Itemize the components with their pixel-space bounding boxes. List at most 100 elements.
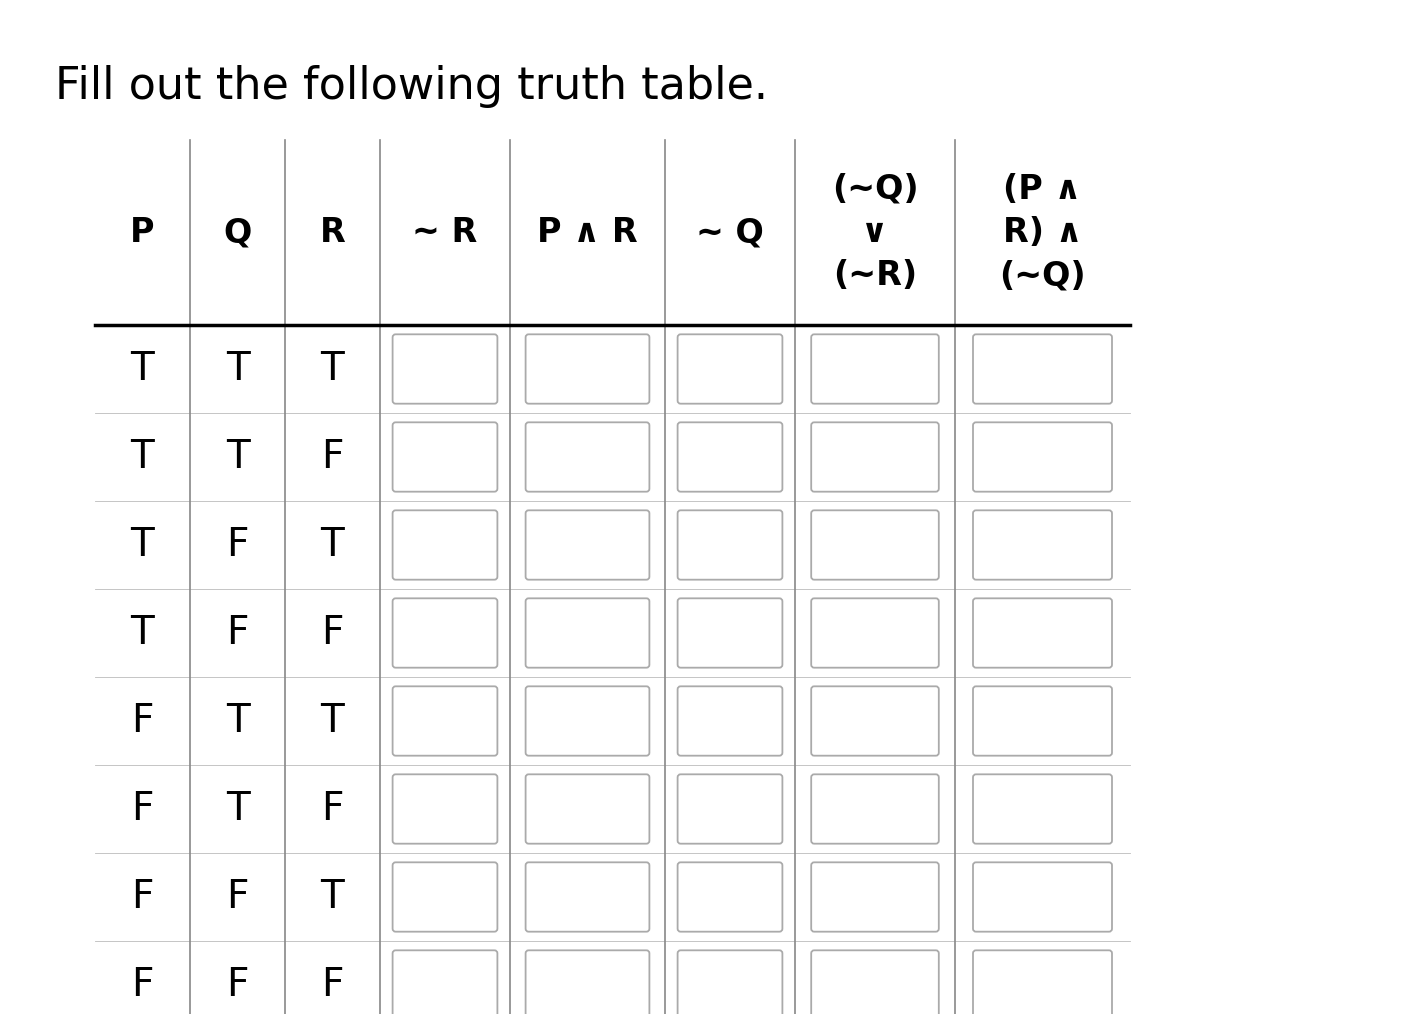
Text: ∨: ∨ [456,449,473,469]
Text: ∨: ∨ [456,361,473,381]
FancyBboxPatch shape [393,510,497,580]
Text: ∨: ∨ [603,625,620,645]
Text: ∨: ∨ [1060,449,1077,469]
Text: T: T [131,350,154,388]
Text: ?: ? [1012,440,1032,474]
FancyBboxPatch shape [973,775,1113,844]
Text: T: T [321,526,345,564]
Text: ?: ? [706,705,724,737]
Text: P: P [130,216,155,249]
FancyBboxPatch shape [678,598,782,667]
Text: ?: ? [706,528,724,562]
FancyBboxPatch shape [973,335,1113,404]
Text: ?: ? [847,793,867,825]
Text: ∨: ∨ [891,801,908,821]
Text: ∨: ∨ [891,361,908,381]
Text: F: F [322,614,343,652]
Text: ?: ? [706,617,724,650]
Text: ?: ? [561,617,579,650]
Text: ?: ? [706,968,724,1002]
Text: ∨: ∨ [741,801,758,821]
Text: ?: ? [706,793,724,825]
Text: F: F [226,614,249,652]
FancyBboxPatch shape [525,862,650,932]
Text: ∨: ∨ [456,889,473,909]
Text: ∨: ∨ [891,713,908,733]
Text: F: F [226,526,249,564]
Text: ~ Q: ~ Q [696,216,764,249]
Text: T: T [226,350,250,388]
Text: T: T [321,702,345,740]
Text: F: F [322,790,343,828]
Text: T: T [226,702,250,740]
Text: F: F [226,966,249,1004]
Text: F: F [322,438,343,476]
FancyBboxPatch shape [678,862,782,932]
FancyBboxPatch shape [678,335,782,404]
Text: ∨: ∨ [456,713,473,733]
FancyBboxPatch shape [393,422,497,492]
FancyBboxPatch shape [678,422,782,492]
FancyBboxPatch shape [525,598,650,667]
Text: ∨: ∨ [1060,977,1077,997]
Text: ?: ? [561,705,579,737]
Text: ?: ? [421,705,439,737]
Text: ∨: ∨ [891,537,908,557]
Text: ∨: ∨ [456,537,473,557]
Text: ∨: ∨ [456,625,473,645]
Text: T: T [321,350,345,388]
Text: ∨: ∨ [741,713,758,733]
Text: F: F [131,790,154,828]
Text: F: F [226,878,249,916]
Text: ∨: ∨ [603,801,620,821]
Text: T: T [131,614,154,652]
FancyBboxPatch shape [973,686,1113,755]
Text: ?: ? [421,440,439,474]
FancyBboxPatch shape [393,950,497,1014]
Text: ∨: ∨ [456,801,473,821]
Text: ∨: ∨ [741,889,758,909]
Text: ∨: ∨ [891,977,908,997]
Text: ∨: ∨ [1060,889,1077,909]
Text: ?: ? [706,353,724,385]
Text: Fill out the following truth table.: Fill out the following truth table. [55,65,768,108]
Text: ?: ? [1012,528,1032,562]
Text: ?: ? [421,793,439,825]
Text: ∨: ∨ [1060,713,1077,733]
Text: ?: ? [1012,705,1032,737]
FancyBboxPatch shape [973,862,1113,932]
Text: T: T [226,438,250,476]
FancyBboxPatch shape [973,598,1113,667]
Text: ∨: ∨ [603,361,620,381]
Text: ∨: ∨ [603,449,620,469]
FancyBboxPatch shape [525,510,650,580]
Text: T: T [321,878,345,916]
Text: ∨: ∨ [741,977,758,997]
Text: ∨: ∨ [1060,625,1077,645]
Text: ?: ? [1012,880,1032,914]
Text: ?: ? [561,528,579,562]
Text: F: F [131,878,154,916]
Text: T: T [131,438,154,476]
FancyBboxPatch shape [973,950,1113,1014]
Text: ?: ? [1012,617,1032,650]
FancyBboxPatch shape [393,335,497,404]
Text: ?: ? [561,353,579,385]
Text: (P ∧
R) ∧
(~Q): (P ∧ R) ∧ (~Q) [1000,172,1086,292]
FancyBboxPatch shape [393,862,497,932]
Text: ?: ? [561,440,579,474]
FancyBboxPatch shape [393,775,497,844]
FancyBboxPatch shape [973,422,1113,492]
Text: ?: ? [421,880,439,914]
Text: T: T [131,526,154,564]
Text: ∨: ∨ [891,625,908,645]
Text: ?: ? [847,705,867,737]
Text: ?: ? [421,528,439,562]
Text: ?: ? [847,440,867,474]
Text: ?: ? [561,880,579,914]
Text: ∨: ∨ [603,977,620,997]
FancyBboxPatch shape [393,686,497,755]
Text: F: F [131,702,154,740]
Text: ?: ? [706,440,724,474]
Text: ~ R: ~ R [412,216,477,249]
